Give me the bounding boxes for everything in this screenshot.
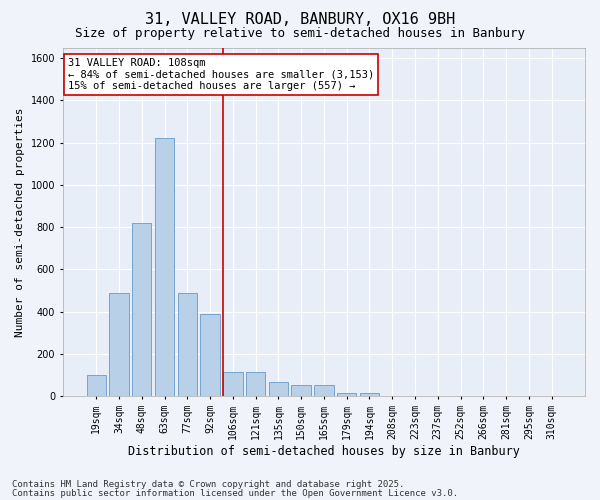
Bar (200, 314, 220, 396)
Bar (86, 375, 106, 396)
Bar (132, 223, 151, 396)
Bar (269, 382, 288, 396)
Y-axis label: Number of semi-detached properties: Number of semi-detached properties (15, 107, 25, 336)
Bar (246, 372, 265, 396)
Text: Size of property relative to semi-detached houses in Banbury: Size of property relative to semi-detach… (75, 28, 525, 40)
Text: Contains HM Land Registry data © Crown copyright and database right 2025.: Contains HM Land Registry data © Crown c… (12, 480, 404, 489)
Bar (337, 393, 356, 396)
Bar (109, 292, 128, 396)
Bar (360, 393, 379, 396)
Bar (155, 138, 174, 396)
Bar (314, 386, 334, 396)
Text: 31, VALLEY ROAD, BANBURY, OX16 9BH: 31, VALLEY ROAD, BANBURY, OX16 9BH (145, 12, 455, 28)
Bar (178, 292, 197, 396)
Bar (292, 386, 311, 396)
X-axis label: Distribution of semi-detached houses by size in Banbury: Distribution of semi-detached houses by … (128, 444, 520, 458)
Bar (223, 372, 242, 396)
Text: 31 VALLEY ROAD: 108sqm
← 84% of semi-detached houses are smaller (3,153)
15% of : 31 VALLEY ROAD: 108sqm ← 84% of semi-det… (68, 58, 374, 91)
Text: Contains public sector information licensed under the Open Government Licence v3: Contains public sector information licen… (12, 488, 458, 498)
